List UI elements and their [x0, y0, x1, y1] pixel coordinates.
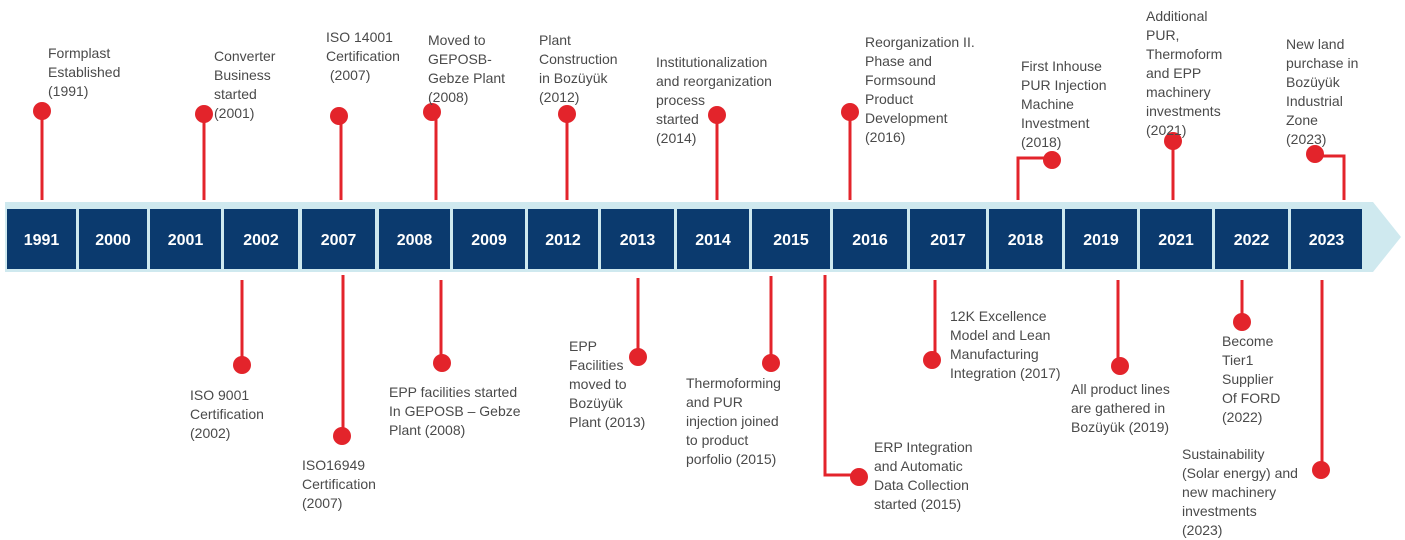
year-box-2012	[528, 209, 598, 269]
marker-dot-tier1-ford	[1233, 313, 1251, 331]
marker-dot-erp-integration	[850, 468, 868, 486]
marker-dot-formplast-established	[33, 102, 51, 120]
event-text-12k-excellence: 12K Excellence Model and Lean Manufactur…	[950, 308, 1061, 381]
year-label-2013: 2013	[620, 232, 656, 249]
year-label-2001: 2001	[168, 232, 204, 249]
year-label-2019: 2019	[1083, 232, 1119, 249]
year-label-2017: 2017	[930, 232, 966, 249]
marker-dot-iso-9001	[233, 356, 251, 374]
marker-dot-additional-investments	[1164, 132, 1182, 150]
connector-line-first-pur-machine	[1016, 156, 1050, 200]
year-label-2023: 2023	[1309, 232, 1345, 249]
marker-dot-reorganization-2	[841, 103, 859, 121]
year-box-2017	[910, 209, 986, 269]
year-box-2001	[150, 209, 221, 269]
event-text-iso-14001: ISO 14001 Certification (2007)	[326, 29, 400, 83]
year-label-2002: 2002	[243, 232, 279, 249]
year-box-2007	[302, 209, 375, 269]
year-box-2002	[224, 209, 298, 269]
marker-dot-iso-14001	[330, 107, 348, 125]
event-text-reorganization-2: Reorganization II. Phase and Formsound P…	[865, 34, 975, 145]
event-text-iso-16949: ISO16949 Certification (2007)	[302, 457, 376, 511]
event-text-moved-gebze: Moved to GEPOSB- Gebze Plant (2008)	[428, 32, 506, 105]
connector-line-erp-integration	[823, 275, 856, 477]
year-label-2007: 2007	[321, 232, 357, 249]
year-label-2008: 2008	[397, 232, 433, 249]
year-label-2009: 2009	[471, 232, 507, 249]
event-text-new-land: New land purchase in Bozüyük Industrial …	[1286, 36, 1359, 147]
year-box-2009	[453, 209, 525, 269]
year-box-2000	[79, 209, 147, 269]
marker-dot-plant-construction	[558, 105, 576, 123]
year-label-2022: 2022	[1234, 232, 1270, 249]
year-box-2023	[1291, 209, 1362, 269]
event-text-iso-9001: ISO 9001 Certification (2002)	[190, 387, 264, 441]
year-box-2018	[989, 209, 1062, 269]
year-label-1991: 1991	[24, 232, 60, 249]
marker-dot-product-lines-gathered	[1111, 357, 1129, 375]
marker-dot-moved-gebze	[423, 103, 441, 121]
year-label-2015: 2015	[773, 232, 809, 249]
year-box-1991	[7, 209, 76, 269]
marker-dot-institutionalization	[708, 106, 726, 124]
year-box-2022	[1215, 209, 1288, 269]
marker-dot-thermoforming-pur	[762, 354, 780, 372]
year-box-2013	[601, 209, 674, 269]
event-text-epp-moved: EPP Facilities moved to Bozüyük Plant (2…	[569, 338, 646, 430]
event-text-institutionalization: Institutionalization and reorganization …	[656, 54, 772, 146]
event-text-tier1-ford: Become Tier1 Supplier Of FORD (2022)	[1222, 333, 1281, 425]
marker-dot-first-pur-machine	[1043, 151, 1061, 169]
year-label-2014: 2014	[695, 232, 731, 249]
event-text-first-pur-machine: First Inhouse PUR Injection Machine Inve…	[1021, 58, 1107, 150]
marker-dot-new-land	[1306, 145, 1324, 163]
event-text-converter-business: Converter Business started (2001)	[214, 48, 276, 121]
marker-dot-iso-16949	[333, 427, 351, 445]
year-label-2018: 2018	[1008, 232, 1044, 249]
event-text-formplast-established: Formplast Established (1991)	[48, 45, 121, 99]
year-box-2015	[752, 209, 830, 269]
marker-dot-epp-gebze	[433, 354, 451, 372]
year-box-2021	[1140, 209, 1212, 269]
marker-dot-epp-moved	[629, 348, 647, 366]
event-text-epp-gebze: EPP facilities started In GEPOSB – Gebze…	[389, 384, 521, 438]
event-connectors	[33, 102, 1346, 486]
event-text-product-lines-gathered: All product lines are gathered in Bozüyü…	[1071, 381, 1170, 435]
year-label-2016: 2016	[852, 232, 888, 249]
year-box-2016	[833, 209, 907, 269]
year-box-2008	[379, 209, 450, 269]
year-label-2012: 2012	[545, 232, 581, 249]
event-text-additional-investments: Additional PUR, Thermoform and EPP machi…	[1146, 8, 1223, 138]
year-boxes: 1991 2000 2001 2002 2007 2008 2009 2012 2013 2014…	[7, 209, 1362, 269]
year-label-2021: 2021	[1158, 232, 1194, 249]
marker-dot-sustainability	[1312, 461, 1330, 479]
event-text-thermoforming-pur: Thermoforming and PUR injection joined t…	[686, 375, 781, 467]
connector-line-new-land	[1319, 154, 1346, 200]
event-text-sustainability: Sustainability (Solar energy) and new ma…	[1182, 446, 1298, 538]
year-box-2019	[1065, 209, 1137, 269]
year-box-2014	[677, 209, 749, 269]
event-text-erp-integration: ERP Integration and Automatic Data Colle…	[874, 439, 973, 512]
year-label-2000: 2000	[95, 232, 131, 249]
marker-dot-converter-business	[195, 105, 213, 123]
event-text-plant-construction: Plant Construction in Bozüyük (2012)	[539, 32, 618, 105]
marker-dot-12k-excellence	[923, 351, 941, 369]
